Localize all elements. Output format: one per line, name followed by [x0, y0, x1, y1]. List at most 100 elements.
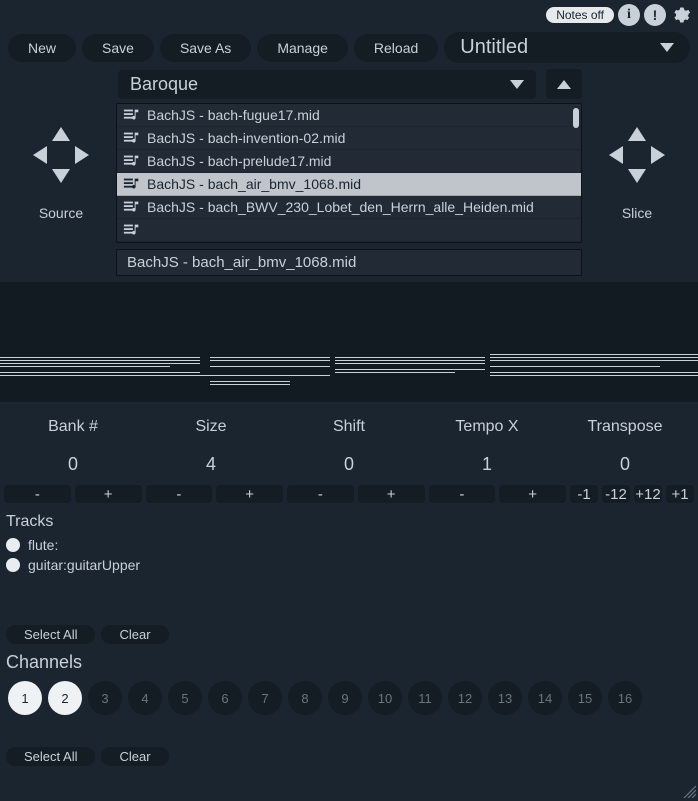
- selected-file-field: BachJS - bach_air_bmv_1068.mid: [116, 249, 582, 276]
- file-row[interactable]: [117, 219, 581, 242]
- param-label: Tempo X: [418, 418, 556, 436]
- bank-plus-button[interactable]: +: [75, 485, 142, 503]
- shift-minus-button[interactable]: -: [287, 485, 354, 503]
- track-label: guitar:guitarUpper: [28, 557, 140, 573]
- note-line: [490, 357, 698, 358]
- shift-adjust: - +: [287, 485, 425, 503]
- channels-clear-button[interactable]: Clear: [101, 747, 168, 766]
- source-left-button[interactable]: [33, 146, 47, 164]
- channel-button[interactable]: 16: [608, 681, 642, 715]
- param-value: 4: [142, 454, 280, 475]
- param-value: 0: [556, 454, 694, 475]
- tracks-select-all-button[interactable]: Select All: [6, 625, 95, 644]
- reload-button[interactable]: Reload: [354, 34, 438, 62]
- file-row[interactable]: BachJS - bach_BWV_230_Lobet_den_Herrn_al…: [117, 196, 581, 219]
- channel-button[interactable]: 3: [88, 681, 122, 715]
- param-value: 0: [280, 454, 418, 475]
- file-name: BachJS - bach_BWV_230_Lobet_den_Herrn_al…: [147, 199, 534, 215]
- track-toggle-icon[interactable]: [6, 558, 20, 572]
- manage-button[interactable]: Manage: [257, 34, 348, 62]
- note-line: [210, 381, 290, 382]
- param-label: Shift: [280, 418, 418, 436]
- channels-select-all-button[interactable]: Select All: [6, 747, 95, 766]
- scrollbar-thumb[interactable]: [573, 108, 579, 128]
- file-row[interactable]: BachJS - bach-prelude17.mid: [117, 150, 581, 173]
- track-row[interactable]: guitar:guitarUpper: [0, 555, 698, 575]
- new-button[interactable]: New: [8, 34, 76, 62]
- file-row[interactable]: BachJS - bach-invention-02.mid: [117, 127, 581, 150]
- channel-button[interactable]: 10: [368, 681, 402, 715]
- note-line: [210, 384, 290, 385]
- note-line: [210, 375, 330, 376]
- track-label: flute:: [28, 537, 58, 553]
- channel-button[interactable]: 8: [288, 681, 322, 715]
- arrow-up-icon: [557, 80, 571, 89]
- source-down-button[interactable]: [52, 169, 70, 183]
- channel-button[interactable]: 2: [48, 681, 82, 715]
- slice-left-button[interactable]: [609, 146, 623, 164]
- file-row[interactable]: BachJS - bach-fugue17.mid: [117, 104, 581, 127]
- channels-title: Channels: [0, 648, 698, 677]
- tempo-plus-button[interactable]: +: [499, 485, 566, 503]
- channel-button[interactable]: 9: [328, 681, 362, 715]
- param-value: 1: [418, 454, 556, 475]
- chevron-down-icon: [660, 43, 674, 52]
- channel-button[interactable]: 4: [128, 681, 162, 715]
- midi-piano-roll[interactable]: [0, 282, 698, 402]
- channel-button[interactable]: 13: [488, 681, 522, 715]
- tempo-minus-button[interactable]: -: [429, 485, 496, 503]
- bank-minus-button[interactable]: -: [4, 485, 71, 503]
- transpose-p12-button[interactable]: +12: [634, 485, 662, 503]
- source-right-button[interactable]: [75, 146, 89, 164]
- source-transport: Source: [6, 125, 116, 221]
- slice-up-button[interactable]: [628, 127, 646, 141]
- note-line: [335, 369, 485, 370]
- note-line: [0, 366, 170, 367]
- size-minus-button[interactable]: -: [146, 485, 213, 503]
- params-row: Bank #0Size4Shift0Tempo X1Transpose0: [0, 402, 698, 485]
- note-line: [210, 366, 330, 367]
- channel-button[interactable]: 1: [8, 681, 42, 715]
- param-label: Bank #: [4, 418, 142, 436]
- param-label: Size: [142, 418, 280, 436]
- param-col: Tempo X 1: [418, 418, 556, 475]
- save-button[interactable]: Save: [82, 34, 154, 62]
- track-row[interactable]: flute:: [0, 535, 698, 555]
- param-value: 0: [4, 454, 142, 475]
- slice-down-button[interactable]: [628, 169, 646, 183]
- note-line: [335, 360, 485, 361]
- note-line: [0, 363, 200, 364]
- tracks-clear-button[interactable]: Clear: [101, 625, 168, 644]
- alert-icon[interactable]: !: [644, 4, 666, 26]
- folder-up-button[interactable]: [546, 69, 582, 99]
- shift-plus-button[interactable]: +: [358, 485, 425, 503]
- channel-button[interactable]: 6: [208, 681, 242, 715]
- channel-button[interactable]: 14: [528, 681, 562, 715]
- channel-button[interactable]: 12: [448, 681, 482, 715]
- size-plus-button[interactable]: +: [216, 485, 283, 503]
- channel-button[interactable]: 15: [568, 681, 602, 715]
- file-row[interactable]: BachJS - bach_air_bmv_1068.mid: [117, 173, 581, 196]
- folder-dropdown[interactable]: Baroque: [118, 70, 536, 99]
- note-line: [335, 363, 485, 364]
- transpose-p1-button[interactable]: +1: [666, 485, 694, 503]
- transpose-m12-button[interactable]: -12: [602, 485, 630, 503]
- transpose-m1-button[interactable]: -1: [570, 485, 598, 503]
- param-col: Shift 0: [280, 418, 418, 475]
- channel-button[interactable]: 11: [408, 681, 442, 715]
- slice-right-button[interactable]: [651, 146, 665, 164]
- note-line: [490, 372, 698, 373]
- notes-off-button[interactable]: Notes off: [546, 7, 614, 23]
- track-toggle-icon[interactable]: [6, 538, 20, 552]
- tracks-title: Tracks: [0, 509, 698, 535]
- channel-button[interactable]: 5: [168, 681, 202, 715]
- info-icon[interactable]: i: [618, 4, 640, 26]
- gear-icon[interactable]: [670, 4, 692, 26]
- channel-button[interactable]: 7: [248, 681, 282, 715]
- resize-grip-icon[interactable]: [680, 782, 696, 798]
- save-as-button[interactable]: Save As: [160, 34, 251, 62]
- file-name: BachJS - bach-fugue17.mid: [147, 107, 320, 123]
- source-up-button[interactable]: [52, 127, 70, 141]
- project-title-dropdown[interactable]: Untitled: [444, 32, 690, 63]
- file-list[interactable]: BachJS - bach-fugue17.mid BachJS - bach-i…: [116, 103, 582, 243]
